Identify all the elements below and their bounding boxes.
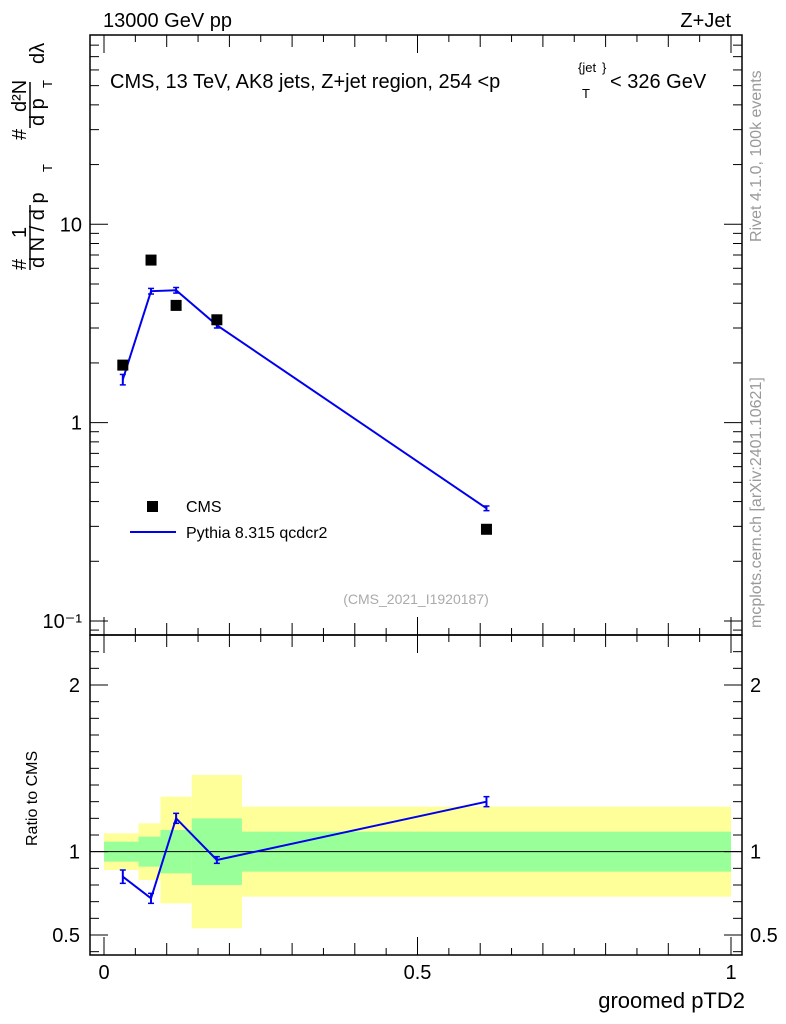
x-axis-label: groomed pTD2 [598,988,745,1013]
analysis-id-label: (CMS_2021_I1920187) [343,591,489,607]
ylabel-sub-t1: T [40,164,55,172]
pythia-series-line [121,289,488,510]
ratio-y-tick-label-right: 1 [750,842,761,864]
main-y-tick-label: 1 [71,413,82,435]
main-y-axis-label: # 1 d N / d p T # d²N d p T dλ [9,43,55,270]
main-y-tick-label: 10⁻¹ [43,611,83,633]
axes-layer: 10⁻¹ 1 10 0.5 0.5 1 1 2 2 0 0.5 1 [43,34,778,984]
ratio-data-layer [119,795,490,905]
ratio-y-tick-label-left: 1 [69,842,80,864]
ratio-y-axis-label: Ratio to CMS [24,751,41,846]
x-tick-label: 0.5 [404,962,432,984]
cms-data-point [117,359,129,371]
ratio-y-tick-label-left: 0.5 [52,925,80,947]
ratio-y-tick-label-right: 0.5 [750,925,778,947]
ylabel-d2n: d²N [9,80,31,112]
title-subscript: T [582,86,590,101]
cms-data-point [211,314,223,326]
ylabel-dlambda: dλ [27,43,49,64]
rivet-version-label: Rivet 4.1.0, 100k events [748,70,765,242]
ylabel-hash-1: # [9,258,31,270]
ylabel-dpt: d p [27,98,49,126]
ylabel-hash-2: # [9,128,31,140]
ratio-y-tick-label-left: 2 [69,675,80,697]
title-main: CMS, 13 TeV, AK8 jets, Z+jet region, 254… [110,71,500,93]
ylabel-one: 1 [9,227,31,238]
ylabel-sub-t2: T [40,80,55,88]
main-data-layer [117,254,492,535]
cms-data-point [170,299,182,311]
ratio-panel-frame [89,634,743,956]
legend-cms-marker [147,501,158,512]
main-y-tick-label: 10 [60,214,82,236]
legend-cms-label: CMS [186,499,222,516]
plot-title: CMS, 13 TeV, AK8 jets, Z+jet region, 254… [110,60,707,101]
process-label: Z+Jet [680,10,731,32]
energy-label: 13000 GeV pp [103,10,232,32]
cms-data-point [145,254,157,266]
main-panel-frame [89,34,743,636]
title-end: < 326 GeV [610,71,707,93]
x-tick-label: 0 [98,962,109,984]
x-tick-label: 1 [725,962,736,984]
legend: CMS Pythia 8.315 qcdcr2 [130,499,328,542]
title-superscript: {jet [578,60,596,75]
cms-data-point [480,523,492,535]
legend-pythia-label: Pythia 8.315 qcdcr2 [186,525,328,542]
title-superscript-close: } [602,60,607,75]
mcplots-label: mcplots.cern.ch [arXiv:2401.10621] [748,377,765,628]
ylabel-dn-dpt: d N / d p [27,192,49,268]
ratio-y-tick-label-right: 2 [750,675,761,697]
